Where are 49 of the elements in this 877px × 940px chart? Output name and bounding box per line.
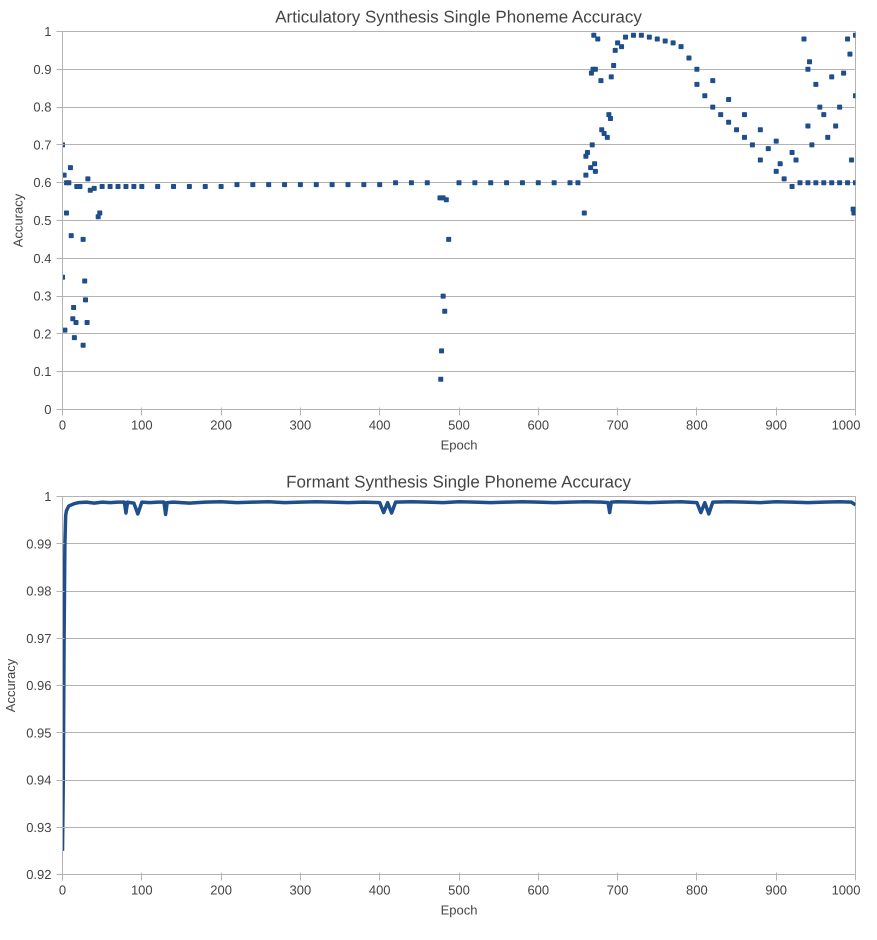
x-tick-label: 900 xyxy=(765,882,788,898)
y-tick-label: 0.6 xyxy=(33,175,52,190)
x-tick-label: 100 xyxy=(130,418,153,432)
y-tick-label: 0.5 xyxy=(33,213,52,228)
y-tick-label: 0 xyxy=(44,402,52,417)
x-tick-label: 700 xyxy=(606,882,628,898)
x-axis-title: Epoch xyxy=(440,438,478,452)
chart-title: Formant Synthesis Single Phoneme Accuracy xyxy=(286,472,632,492)
y-tick-label: 1 xyxy=(44,489,52,504)
y-tick-label: 0.1 xyxy=(33,364,52,380)
x-tick-label: 800 xyxy=(686,882,708,898)
x-tick-label: 200 xyxy=(210,882,232,898)
y-tick-label: 0.7 xyxy=(33,137,52,152)
x-tick-label: 1000 xyxy=(832,418,860,432)
y-tick-label: 0.3 xyxy=(33,288,52,304)
x-tick-label: 800 xyxy=(686,418,708,432)
x-tick-label: 400 xyxy=(368,418,391,432)
y-tick-label: 0.8 xyxy=(33,100,52,115)
line-series xyxy=(62,500,856,853)
y-tick-label: 0.96 xyxy=(26,678,52,693)
x-tick-label: 500 xyxy=(448,418,470,432)
x-tick-label: 300 xyxy=(290,418,312,432)
x-tick-label: 500 xyxy=(448,882,470,898)
chart-title: Articulatory Synthesis Single Phoneme Accuracy xyxy=(275,8,642,26)
x-axis-title: Epoch xyxy=(440,902,478,918)
x-tick-label: 1000 xyxy=(832,882,860,898)
x-tick-label: 600 xyxy=(527,882,550,898)
x-tick-label: 700 xyxy=(606,418,628,432)
y-tick-label: 0.95 xyxy=(26,725,52,740)
x-tick-label: 300 xyxy=(290,882,312,898)
y-tick-label: 0.93 xyxy=(26,820,52,835)
x-tick-label: 0 xyxy=(58,418,66,432)
y-tick-label: 0.98 xyxy=(26,584,52,598)
y-axis-title: Accuracy xyxy=(3,658,18,712)
x-tick-label: 600 xyxy=(527,418,550,432)
y-tick-label: 0.2 xyxy=(33,326,52,342)
x-tick-label: 900 xyxy=(765,418,788,432)
y-tick-label: 0.94 xyxy=(26,772,52,788)
y-tick-label: 0.97 xyxy=(26,630,52,646)
y-tick-label: 1 xyxy=(44,24,52,39)
y-tick-label: 0.4 xyxy=(33,250,52,266)
x-tick-label: 0 xyxy=(58,882,66,898)
x-tick-label: 200 xyxy=(210,418,232,432)
x-tick-label: 100 xyxy=(130,882,153,898)
y-axis-title: Accuracy xyxy=(10,193,26,248)
y-tick-label: 0.99 xyxy=(26,536,52,552)
y-tick-label: 0.92 xyxy=(26,867,52,882)
x-tick-label: 400 xyxy=(368,882,391,898)
y-tick-label: 0.9 xyxy=(33,62,52,77)
